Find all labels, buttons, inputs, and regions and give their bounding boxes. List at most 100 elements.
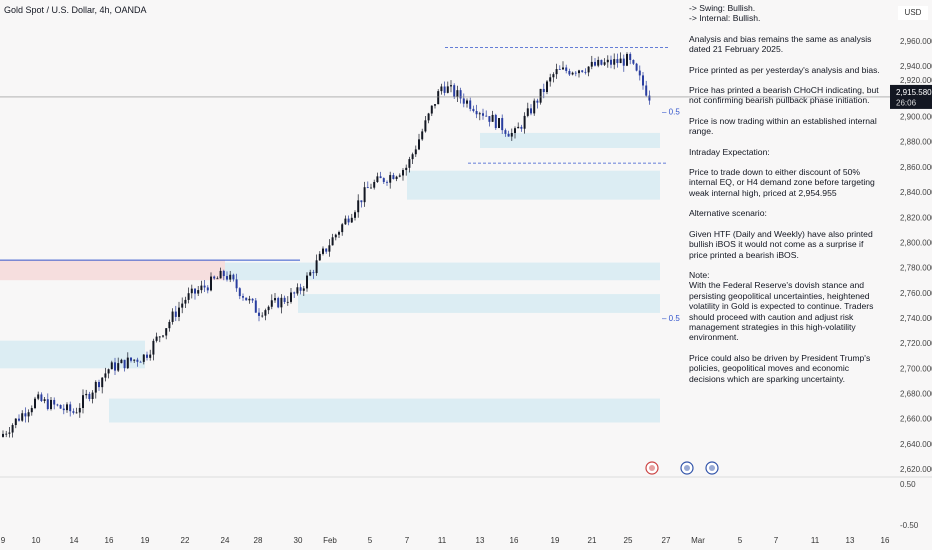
candle [53,399,56,405]
candle [414,149,417,155]
currency-button[interactable]: USD [898,6,928,20]
candle [11,425,14,433]
candle [21,413,24,421]
candle [354,212,356,218]
candle [46,399,49,410]
candle [94,381,97,393]
us-flag-event-icon-glyph [709,465,715,471]
note-paragraph: Note: With the Federal Reserve's dovish … [689,269,874,343]
candle [446,86,449,93]
x-tick-label: 10 [32,536,41,545]
candle [286,301,289,303]
candle [219,270,222,279]
x-tick-label: 30 [294,536,303,545]
y-tick-label: 2,800.000 [900,238,932,247]
chart-title: Gold Spot / U.S. Dollar, 4h, OANDA [4,5,147,15]
candle [533,100,536,114]
candle [392,175,395,180]
candle [382,178,385,182]
candle [181,303,184,308]
candle [581,70,584,72]
candle [427,113,430,121]
candle [242,296,244,298]
candle [619,58,622,64]
candle [475,111,478,115]
candle [322,248,324,254]
candle [8,432,11,434]
candle [194,288,196,294]
x-tick-label: 25 [624,536,633,545]
candle [18,418,20,421]
candle [168,321,171,329]
candle [213,276,216,279]
candle [114,362,116,371]
x-tick-label: 22 [181,536,190,545]
candle [139,361,142,363]
x-tick-label: 24 [221,536,230,545]
candle [210,276,212,291]
note-paragraph: Analysis and bias remains the same as an… [689,33,872,55]
demand-zone [225,262,660,281]
y-tick-label: 2,660.000 [900,415,932,424]
x-tick-label: 11 [438,536,447,545]
candle [178,307,180,317]
candle [366,187,369,189]
price-badge-price: 2,915.580 [896,88,932,97]
candle [542,88,545,93]
candle [456,90,459,97]
candle [539,88,542,103]
x-tick-label: 21 [588,536,597,545]
candle [296,287,299,294]
candle [184,299,187,304]
candle [482,113,484,116]
candle [338,232,340,235]
candle [510,132,513,137]
candle [43,399,46,402]
candle [318,253,321,261]
candle [251,298,254,301]
x-tick-label: 11 [811,536,820,545]
candle [478,113,481,115]
x-tick-label: 5 [738,536,743,545]
note-paragraph: Price has printed a bearish CHoCH indica… [689,85,879,106]
candle [395,176,398,180]
candle [453,85,456,97]
candle [171,311,174,322]
x-tick-label: 16 [881,536,890,545]
candle [459,90,462,99]
candle [443,86,446,93]
candle [434,104,436,106]
candle [590,61,593,67]
indicator-tick: 0.50 [900,480,916,489]
y-tick-label: 2,880.000 [900,138,932,147]
x-tick-label: 16 [510,536,519,545]
demand-zone [0,340,145,369]
x-tick-label: 13 [476,536,485,545]
candle [469,100,472,109]
note-paragraph: Price to trade down to either discount o… [689,167,875,198]
candle [133,359,136,361]
candle [82,395,84,408]
candle [197,290,200,294]
candle [69,404,72,412]
candle [312,272,315,274]
candle [597,59,600,66]
analysis-notes: -> Swing: Bullish. -> Internal: Bullish.… [689,3,883,394]
candle [146,354,148,358]
candle [267,306,270,311]
note-paragraph: Alternative scenario: [689,208,767,219]
candle [603,62,606,65]
candle [424,120,427,132]
candle [357,200,360,213]
y-tick-label: 2,780.000 [900,264,932,273]
candle [306,275,308,289]
candle [536,100,539,103]
candle [5,433,8,435]
candle [120,359,123,364]
y-tick-label: 2,760.000 [900,289,932,298]
candle [117,363,120,371]
candle [258,312,260,316]
candle [373,181,376,188]
candle [568,70,571,75]
